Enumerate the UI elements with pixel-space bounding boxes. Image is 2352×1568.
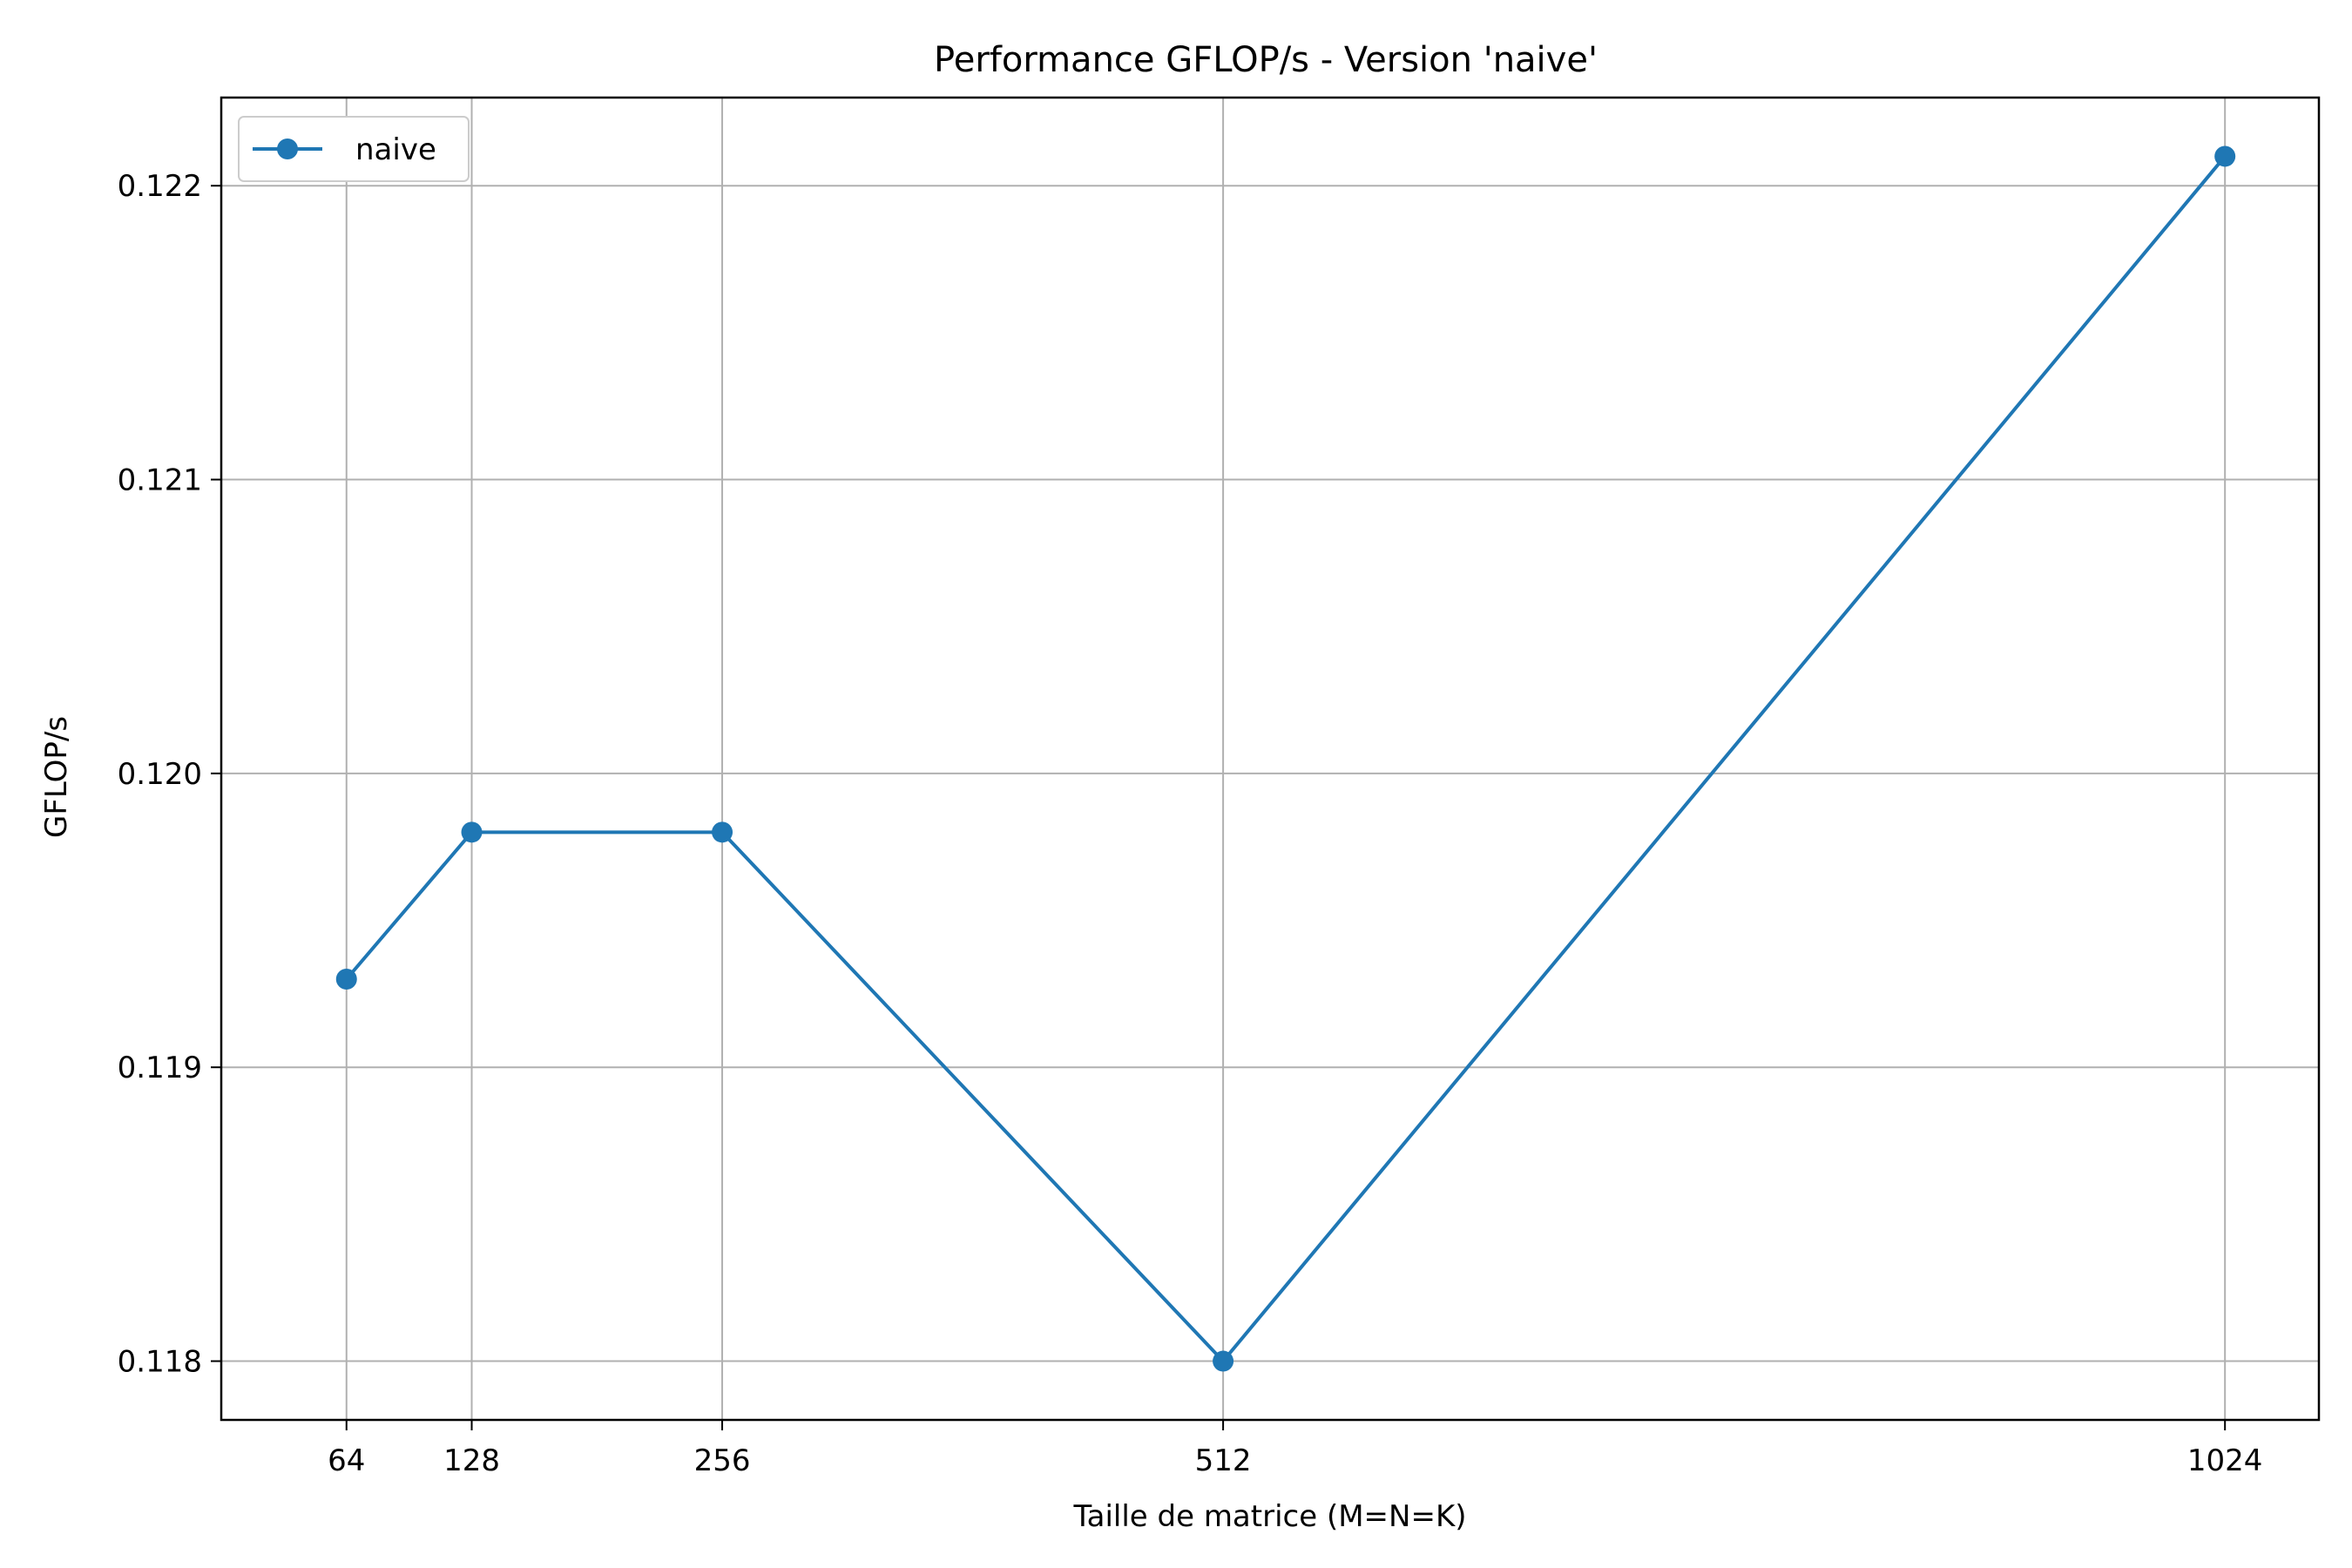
- x-tick-label: 128: [443, 1443, 500, 1478]
- y-tick-label: 0.122: [118, 169, 202, 204]
- data-point: [335, 969, 357, 990]
- x-tick-label: 512: [1195, 1443, 1252, 1478]
- legend-box: [238, 116, 470, 182]
- data-point: [461, 821, 483, 843]
- grid: [221, 98, 2319, 1420]
- x-tick-label: 64: [328, 1443, 365, 1478]
- data-point: [712, 821, 733, 843]
- y-axis-label: GFLOP/s: [39, 716, 74, 838]
- chart-title: Performance GFLOP/s - Version 'naive': [934, 40, 1598, 80]
- data-point: [1213, 1350, 1234, 1372]
- plot-frame: [220, 96, 2321, 1422]
- x-tick-label: 256: [694, 1443, 751, 1478]
- series-markers: [335, 145, 2236, 1372]
- legend-label-naive: naive: [355, 132, 436, 167]
- y-tick-label: 0.119: [118, 1051, 202, 1085]
- y-tick-label: 0.120: [118, 757, 202, 792]
- legend: naive: [238, 116, 470, 182]
- data-point: [2214, 145, 2236, 167]
- y-tick-label: 0.118: [118, 1345, 202, 1380]
- tick-labels: 64 128 256 512 1024 0.118 0.119 0.120 0.121 0.122: [118, 169, 2263, 1478]
- x-tick-label: 1024: [2187, 1443, 2263, 1478]
- axes: [211, 96, 2321, 1430]
- y-tick-label: 0.121: [118, 463, 202, 498]
- x-axis-label: Taille de matrice (M=N=K): [1072, 1499, 1466, 1534]
- legend-marker: [277, 139, 298, 159]
